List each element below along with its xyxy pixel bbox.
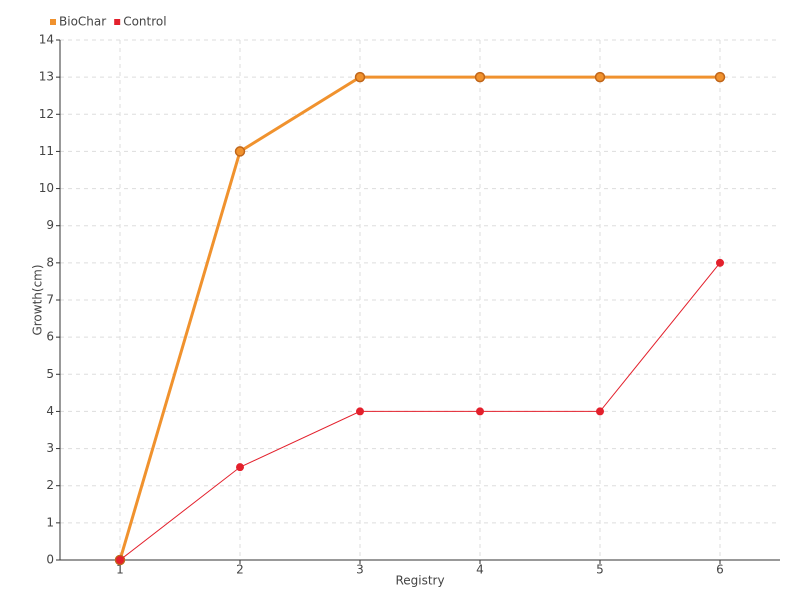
data-point [116,556,124,564]
y-tick-label: 8 [46,255,54,269]
data-point [476,407,484,416]
y-tick-label: 1 [46,515,54,529]
data-point [714,71,726,83]
legend-swatch [114,19,121,25]
data-point [594,71,606,83]
data-point [356,407,364,416]
series-line [118,75,720,561]
legend-swatch [50,19,56,25]
y-tick-label: 13 [39,70,54,84]
data-point [716,258,724,267]
y-tick-label: 5 [46,367,54,381]
x-axis-title: Registry [395,574,444,588]
y-tick-label: 10 [39,181,54,195]
x-tick-label: 1 [116,563,124,577]
data-point [474,71,486,83]
x-tick-label: 2 [236,563,244,577]
legend-label: BioChar [59,15,106,29]
y-tick-label: 14 [39,33,54,47]
y-tick-label: 6 [46,330,54,344]
x-tick-label: 5 [596,563,604,577]
legend-label: Control [123,15,166,29]
y-tick-label: 12 [39,107,54,121]
y-tick-label: 2 [46,478,54,492]
data-point [596,407,604,416]
y-axis-title: Growth(cm) [31,264,45,335]
data-point [236,463,244,472]
y-tick-label: 9 [46,218,54,232]
data-point [234,146,246,157]
y-tick-label: 4 [46,404,54,418]
x-tick-label: 6 [716,563,724,577]
y-tick-label: 7 [46,293,54,307]
x-tick-label: 3 [356,563,364,577]
y-tick-label: 0 [46,553,54,567]
y-tick-label: 11 [39,144,54,158]
x-tick-label: 4 [476,563,484,577]
series-line [119,262,721,561]
y-tick-label: 3 [46,441,54,455]
data-point [354,71,366,83]
